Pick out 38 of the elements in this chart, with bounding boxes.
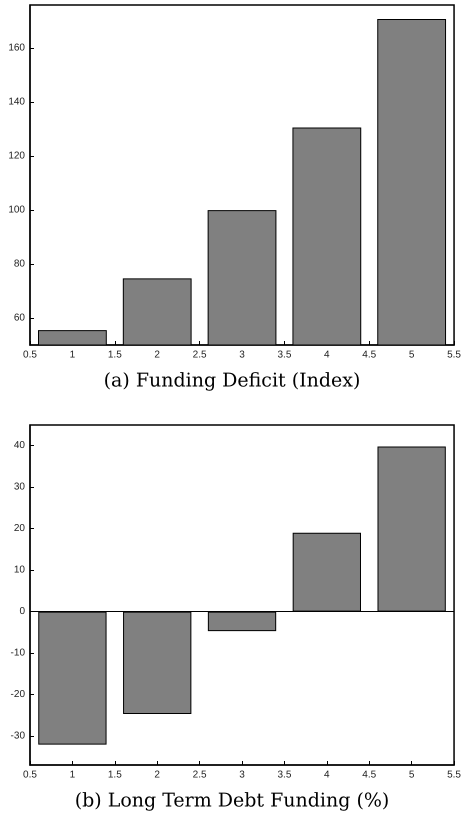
x-tick-label: 4.5: [362, 770, 377, 780]
y-tick-label: 120: [8, 150, 26, 162]
y-tick-label: -20: [10, 689, 26, 700]
y-tick-label: 160: [8, 42, 26, 54]
y-tick-label: -10: [10, 648, 26, 659]
x-tick-label: 2: [154, 770, 160, 780]
x-tick-label: 3: [239, 770, 246, 780]
y-tick-label: 80: [14, 258, 26, 270]
x-tick-label: 3.5: [277, 350, 292, 360]
x-tick-label: 5: [408, 350, 415, 360]
x-tick-label: 0.5: [23, 770, 38, 780]
y-tick-label: 60: [14, 312, 26, 324]
x-tick-label: 2: [154, 350, 160, 360]
x-tick-label: 3: [239, 350, 246, 360]
y-tick-label: 140: [8, 96, 26, 108]
x-tick-label: 4: [324, 350, 330, 360]
y-tick-label: 0: [19, 606, 26, 618]
text: (a) Funding Deficit (Index): [104, 370, 360, 392]
y-tick-label: 100: [8, 204, 26, 216]
x-tick-label: 4.5: [362, 350, 377, 360]
x-tick-label: 1.5: [108, 350, 122, 360]
y-tick-label: -30: [10, 730, 26, 742]
y-tick-label: 20: [14, 523, 26, 534]
x-tick-label: 1: [70, 770, 76, 780]
x-tick-label: 1.5: [108, 770, 122, 780]
x-tick-label: 4: [324, 770, 330, 780]
x-tick-label: 2.5: [192, 350, 208, 360]
y-tick-label: 10: [14, 564, 26, 576]
x-tick-label: 5: [408, 770, 415, 780]
x-tick-label: 1: [70, 350, 76, 360]
x-tick-label: 2.5: [192, 770, 208, 780]
x-tick-label: 0.5: [23, 350, 38, 360]
text: (b) Long Term Debt Funding (%): [74, 790, 390, 812]
x-tick-label: 3.5: [277, 770, 292, 780]
y-tick-label: 40: [14, 440, 26, 452]
x-tick-label: 5.5: [447, 770, 462, 780]
y-tick-label: 30: [14, 482, 26, 493]
x-tick-label: 5.5: [447, 350, 462, 360]
